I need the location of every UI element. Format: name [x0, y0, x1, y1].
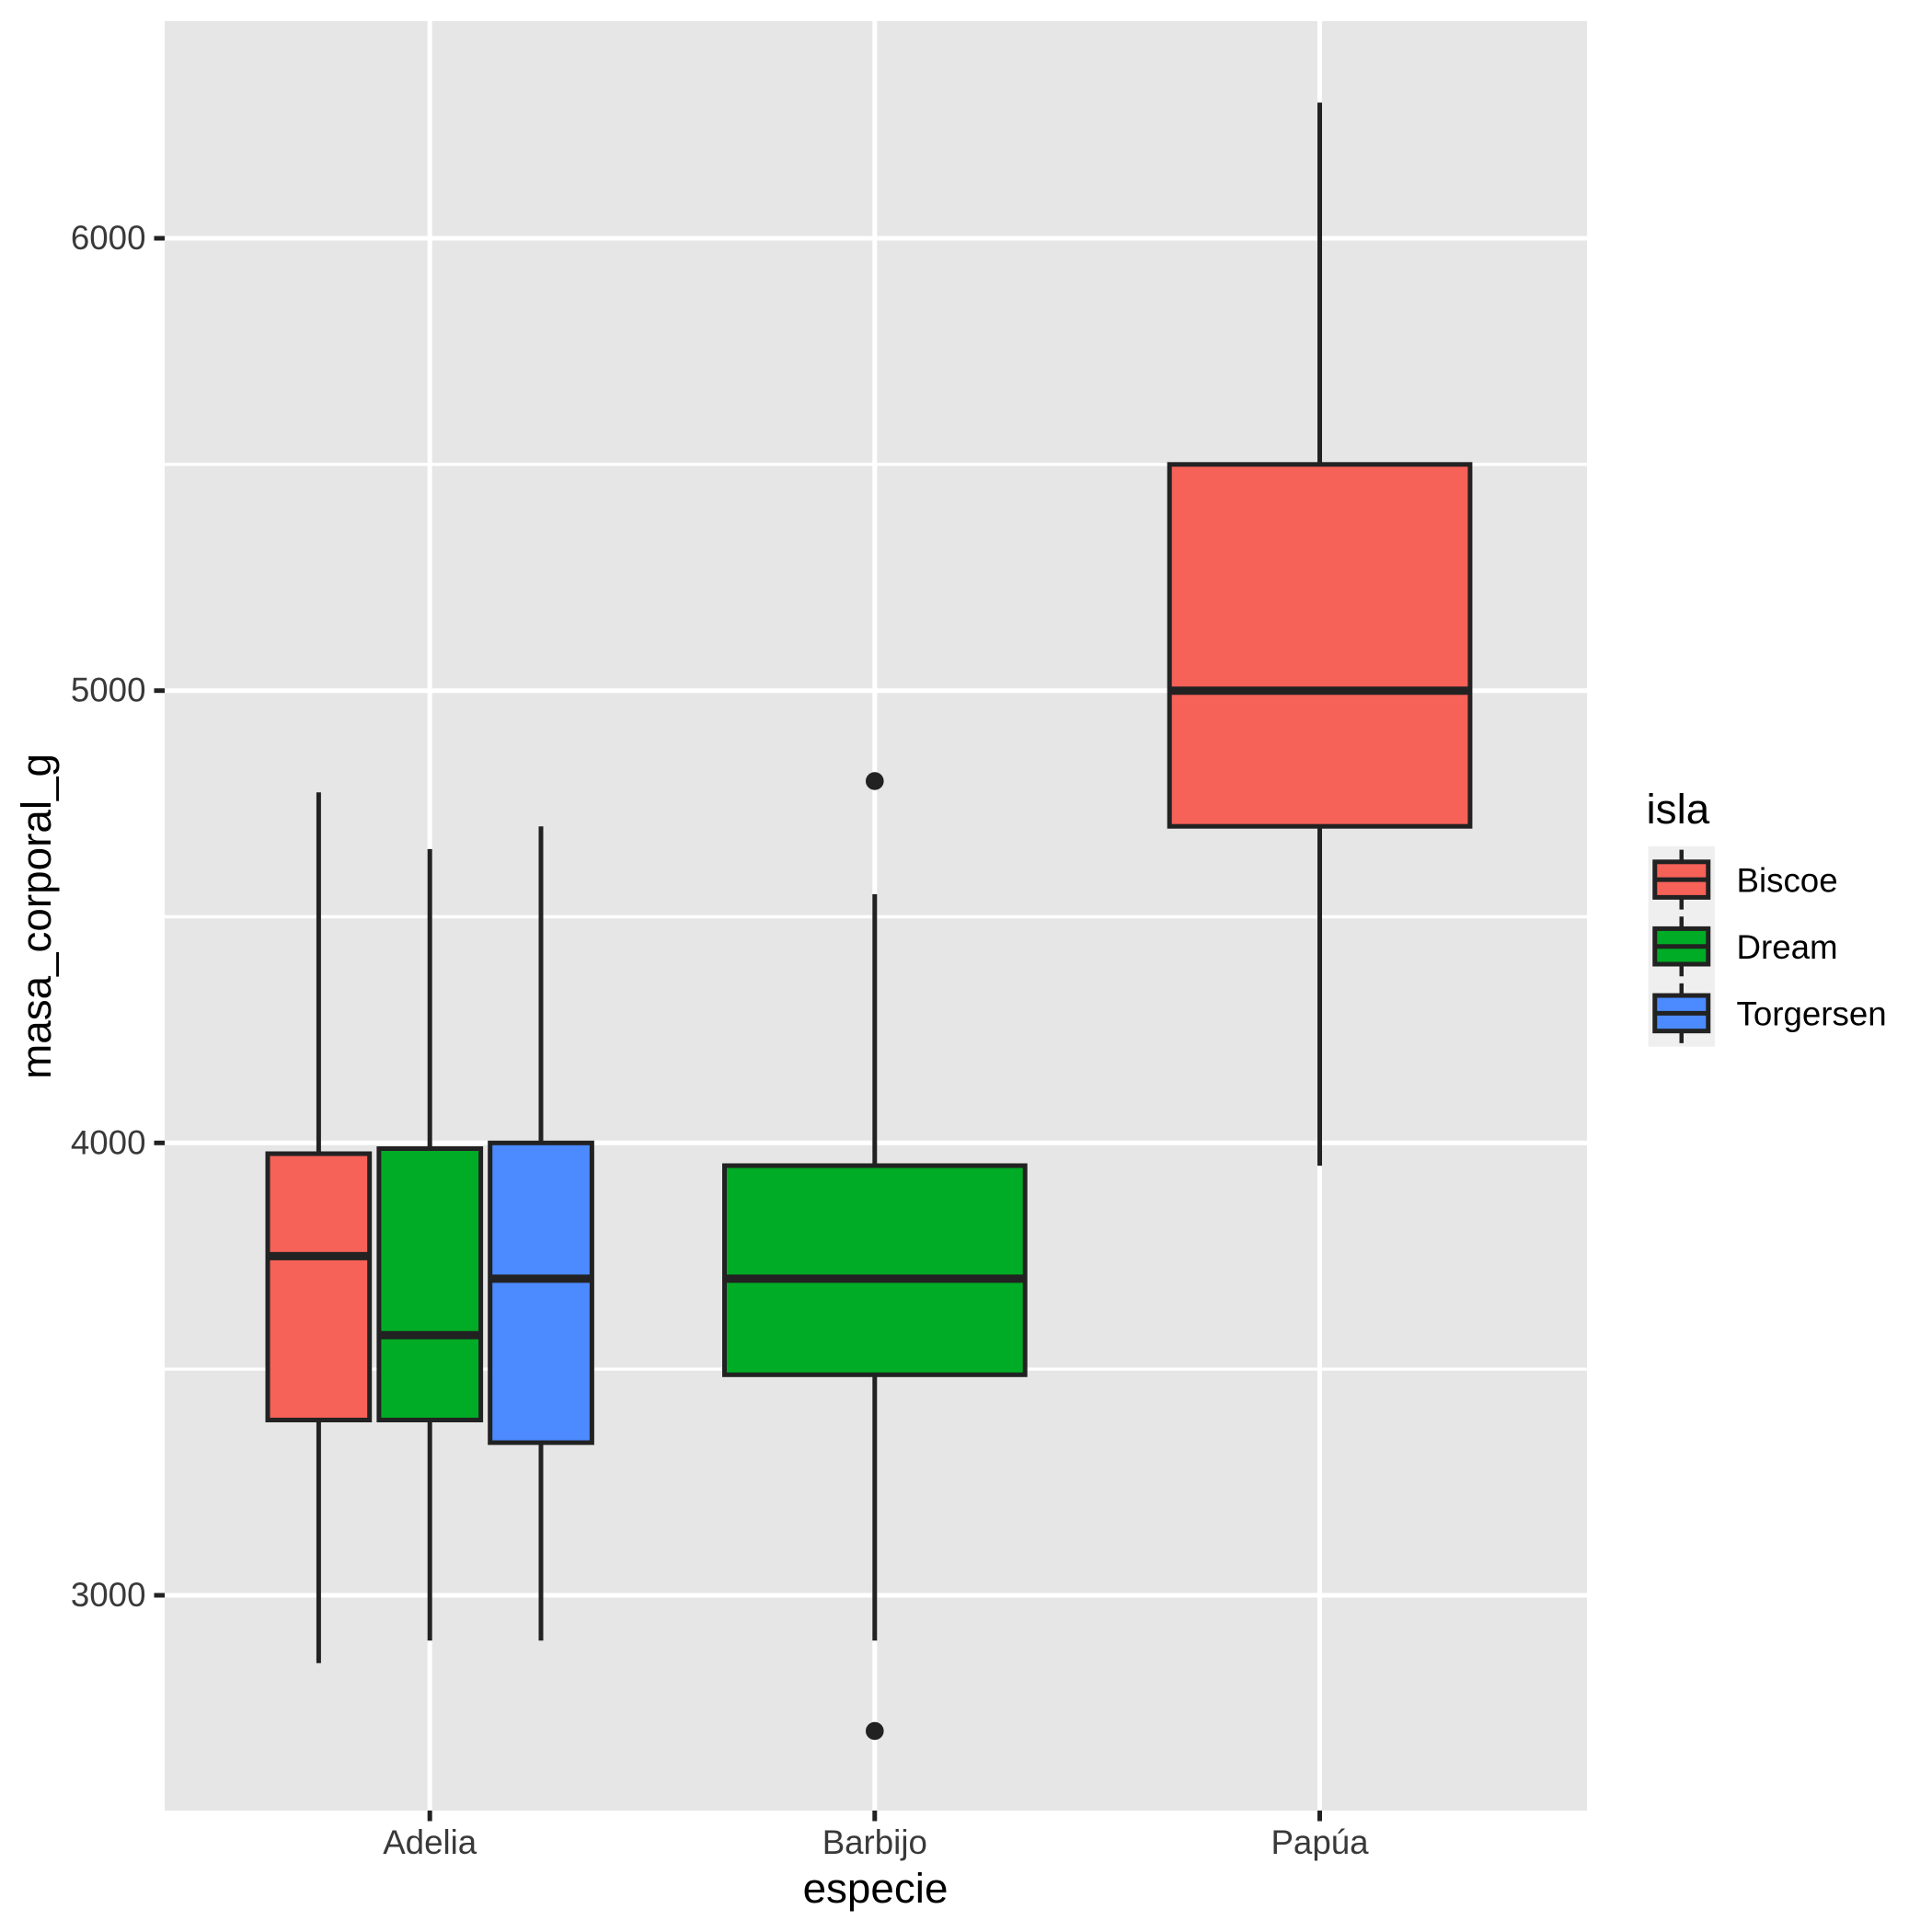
- svg-text:Papúa: Papúa: [1271, 1823, 1369, 1861]
- svg-text:Torgersen: Torgersen: [1737, 995, 1887, 1033]
- svg-text:3000: 3000: [71, 1576, 146, 1614]
- svg-text:5000: 5000: [71, 672, 146, 709]
- svg-text:6000: 6000: [71, 219, 146, 257]
- svg-text:4000: 4000: [71, 1123, 146, 1161]
- svg-text:Dream: Dream: [1737, 928, 1838, 966]
- svg-text:masa_corporal_g: masa_corporal_g: [13, 753, 60, 1079]
- svg-text:Barbijo: Barbijo: [822, 1823, 927, 1861]
- svg-text:isla: isla: [1647, 786, 1710, 833]
- svg-text:Adelia: Adelia: [383, 1823, 477, 1861]
- svg-text:especie: especie: [803, 1865, 949, 1912]
- svg-text:Biscoe: Biscoe: [1737, 861, 1838, 899]
